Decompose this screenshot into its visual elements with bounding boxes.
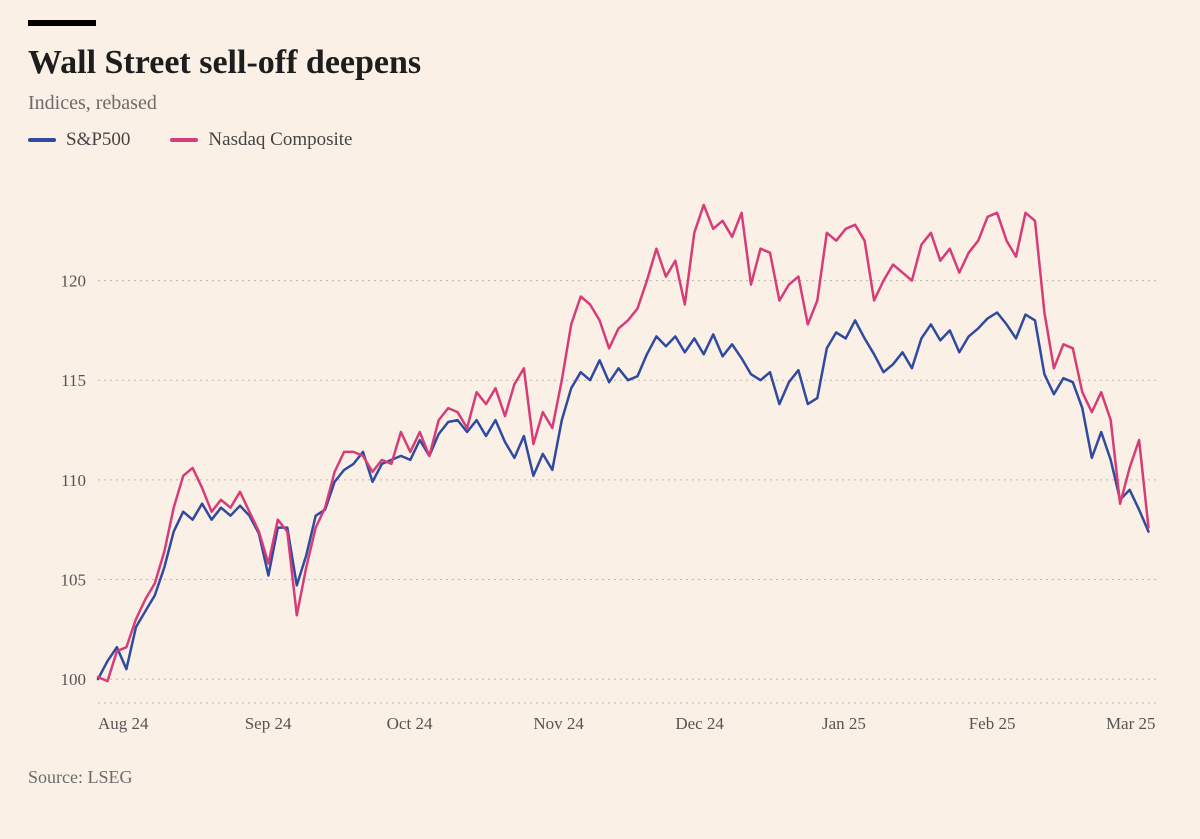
accent-bar — [28, 20, 96, 26]
chart-title: Wall Street sell-off deepens — [28, 44, 1172, 82]
svg-text:Feb 25: Feb 25 — [969, 714, 1016, 733]
chart-svg: 100 105 110 115 120 Aug 24 Sep 24 Oct 24 Nov 24 D… — [28, 159, 1172, 759]
svg-text:Nov 24: Nov 24 — [533, 714, 584, 733]
legend-swatch-nasdaq — [170, 138, 198, 142]
svg-text:110: 110 — [61, 471, 86, 490]
svg-text:120: 120 — [61, 272, 87, 291]
svg-text:Aug 24: Aug 24 — [98, 714, 149, 733]
svg-text:Oct 24: Oct 24 — [387, 714, 433, 733]
chart-card: Wall Street sell-off deepens Indices, re… — [0, 0, 1200, 839]
legend-item-sp500: S&P500 — [28, 129, 130, 151]
chart-source: Source: LSEG — [28, 767, 1172, 788]
svg-text:Sep 24: Sep 24 — [245, 714, 292, 733]
legend-swatch-sp500 — [28, 138, 56, 142]
svg-text:100: 100 — [61, 670, 87, 689]
svg-text:Jan 25: Jan 25 — [822, 714, 866, 733]
svg-text:105: 105 — [61, 570, 87, 589]
legend-item-nasdaq: Nasdaq Composite — [170, 129, 352, 151]
svg-text:Mar 25: Mar 25 — [1106, 714, 1156, 733]
chart-plot: 100 105 110 115 120 Aug 24 Sep 24 Oct 24 Nov 24 D… — [28, 159, 1172, 759]
svg-text:Dec 24: Dec 24 — [675, 714, 724, 733]
legend: S&P500 Nasdaq Composite — [28, 129, 1172, 151]
svg-text:115: 115 — [61, 371, 86, 390]
legend-label-sp500: S&P500 — [66, 129, 130, 151]
chart-subtitle: Indices, rebased — [28, 92, 1172, 115]
legend-label-nasdaq: Nasdaq Composite — [208, 129, 352, 151]
